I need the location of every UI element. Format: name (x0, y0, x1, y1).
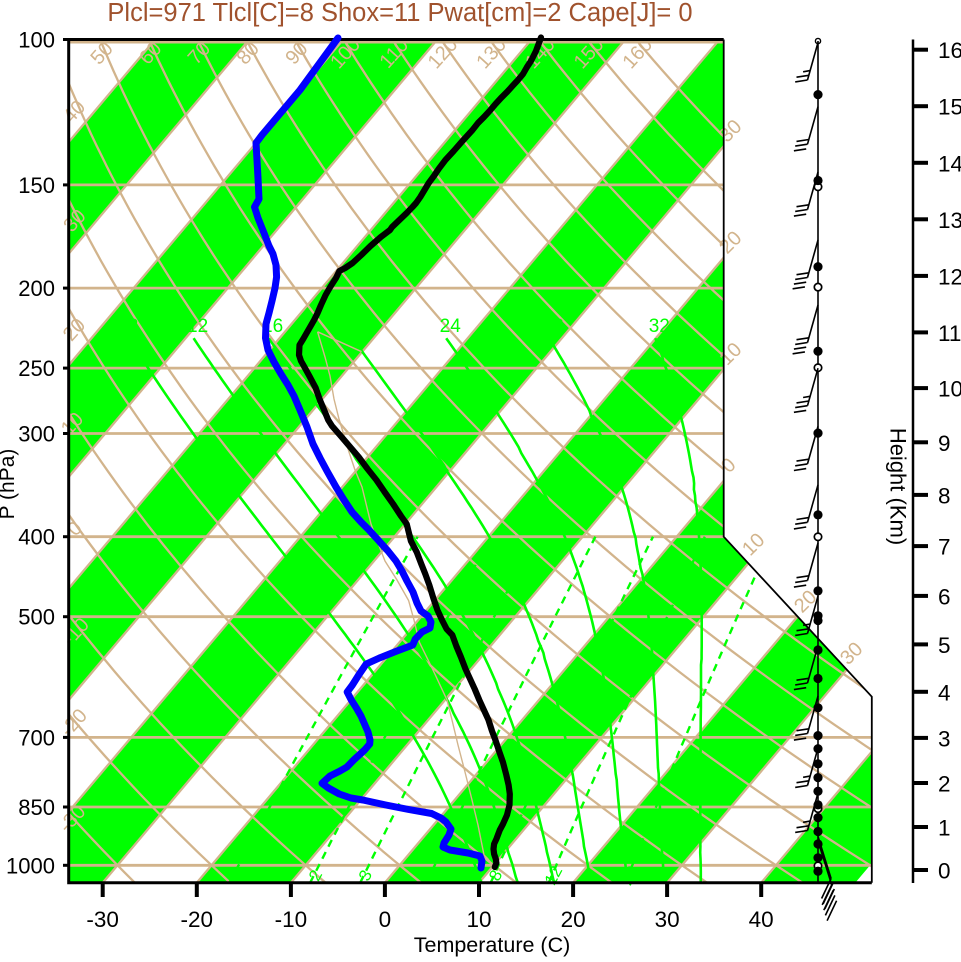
svg-text:850: 850 (18, 795, 55, 820)
svg-text:16: 16 (938, 38, 961, 63)
svg-text:-20: -20 (181, 907, 214, 932)
svg-text:Temperature (C): Temperature (C) (414, 933, 571, 957)
svg-text:9: 9 (938, 431, 951, 456)
svg-text:0: 0 (938, 859, 951, 884)
svg-text:15: 15 (938, 95, 961, 120)
svg-text:250: 250 (18, 356, 55, 381)
svg-text:12: 12 (187, 316, 208, 337)
svg-text:4: 4 (938, 680, 951, 705)
svg-text:40: 40 (749, 907, 774, 932)
svg-text:12: 12 (938, 264, 961, 289)
svg-text:7: 7 (938, 535, 951, 560)
svg-text:24: 24 (440, 316, 462, 337)
svg-text:150: 150 (18, 173, 55, 198)
svg-text:100: 100 (18, 28, 55, 53)
svg-text:500: 500 (18, 605, 55, 630)
svg-text:3: 3 (938, 726, 951, 751)
svg-text:700: 700 (18, 725, 55, 750)
svg-text:10: 10 (466, 907, 491, 932)
svg-text:-10: -10 (275, 907, 308, 932)
svg-text:30: 30 (655, 907, 680, 932)
svg-text:11: 11 (938, 321, 961, 346)
svg-text:28: 28 (543, 316, 564, 337)
svg-text:8: 8 (128, 316, 139, 337)
svg-text:P (hPa): P (hPa) (0, 449, 19, 520)
svg-text:6: 6 (938, 584, 951, 609)
svg-text:10: 10 (938, 377, 961, 402)
svg-text:Height (Km): Height (Km) (886, 428, 911, 545)
svg-text:5: 5 (938, 633, 951, 658)
svg-text:-30: -30 (86, 907, 119, 932)
svg-text:20: 20 (346, 316, 367, 337)
svg-text:2: 2 (938, 772, 951, 797)
svg-text:0: 0 (379, 907, 392, 932)
svg-text:14: 14 (938, 151, 961, 176)
svg-text:Plcl=971 Tlcl[C]=8 Shox=11 Pwa: Plcl=971 Tlcl[C]=8 Shox=11 Pwat[cm]=2 Ca… (107, 0, 692, 27)
svg-text:1: 1 (938, 816, 951, 841)
svg-text:300: 300 (18, 422, 55, 447)
svg-text:13: 13 (938, 208, 961, 233)
svg-text:32: 32 (649, 316, 670, 337)
svg-text:200: 200 (18, 276, 55, 301)
svg-text:1000: 1000 (6, 853, 55, 878)
svg-text:8: 8 (938, 483, 951, 508)
svg-text:20: 20 (561, 907, 586, 932)
svg-text:400: 400 (18, 525, 55, 550)
